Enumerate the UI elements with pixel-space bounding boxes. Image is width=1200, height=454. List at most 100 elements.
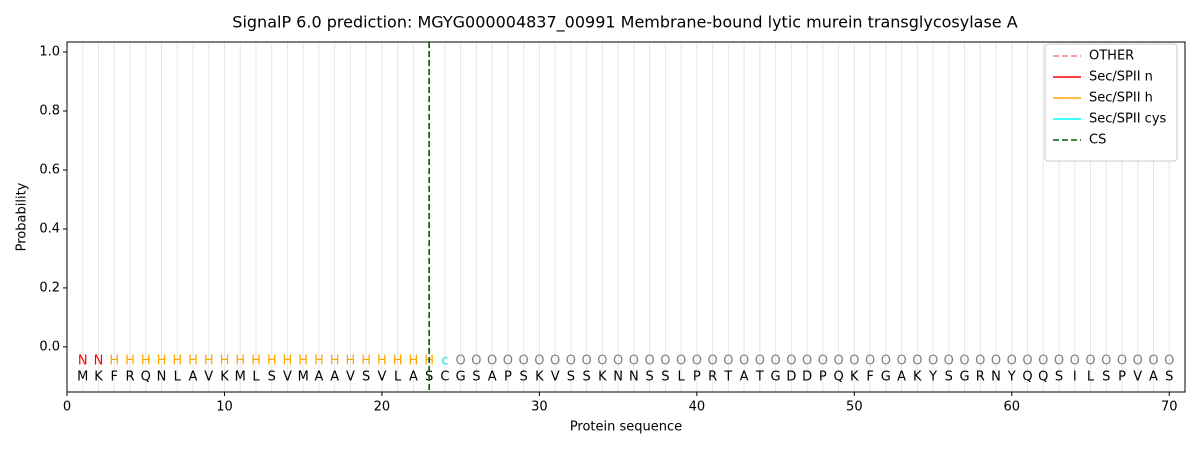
residue-label: H xyxy=(109,354,119,369)
residue-label: N xyxy=(94,354,104,369)
x-tick-label: 70 xyxy=(1161,400,1178,415)
residue: K xyxy=(94,370,103,385)
residue-label: O xyxy=(550,354,560,369)
legend-label: Sec/SPII cys xyxy=(1089,112,1167,127)
residue: F xyxy=(866,370,873,385)
residue-label: O xyxy=(692,354,702,369)
y-tick-label: 0.0 xyxy=(39,339,60,354)
residue-label: O xyxy=(503,354,513,369)
x-tick-label: 20 xyxy=(374,400,391,415)
residue-label: O xyxy=(959,354,969,369)
residue: S xyxy=(945,370,953,385)
residue-label: O xyxy=(755,354,765,369)
residue-label: O xyxy=(1070,354,1080,369)
residue-label: H xyxy=(172,354,182,369)
residue: S xyxy=(583,370,591,385)
y-tick-label: 0.4 xyxy=(39,221,60,236)
legend: OTHER Sec/SPII n Sec/SPII h Sec/SPII cys CS xyxy=(1044,43,1178,162)
residue: M xyxy=(235,370,246,385)
residue-label: O xyxy=(991,354,1001,369)
residue-label: N xyxy=(78,354,88,369)
residue-label: H xyxy=(157,354,167,369)
residue: N xyxy=(157,370,167,385)
residue: V xyxy=(346,370,355,385)
residue: F xyxy=(110,370,117,385)
residue: Q xyxy=(833,370,843,385)
residue: L xyxy=(252,370,260,385)
residue: N xyxy=(613,370,623,385)
residue: V xyxy=(1133,370,1142,385)
residue-label: O xyxy=(1101,354,1111,369)
legend-label: Sec/SPII n xyxy=(1089,70,1153,85)
residue: S xyxy=(661,370,669,385)
residue-label: H xyxy=(330,354,340,369)
residue: V xyxy=(377,370,386,385)
residue: A xyxy=(740,370,749,385)
residue: Y xyxy=(928,370,937,385)
residue: A xyxy=(488,370,497,385)
y-tick-label: 0.2 xyxy=(39,280,60,295)
x-tick-label: 10 xyxy=(216,400,233,415)
residue-label: O xyxy=(849,354,859,369)
residue-label: O xyxy=(1038,354,1048,369)
residue: K xyxy=(220,370,229,385)
residue-label: O xyxy=(786,354,796,369)
residue-label: O xyxy=(1148,354,1158,369)
residue: P xyxy=(819,370,827,385)
y-tick-label: 0.8 xyxy=(39,103,60,118)
residue: P xyxy=(1118,370,1126,385)
residue-label: H xyxy=(283,354,293,369)
residue: K xyxy=(913,370,922,385)
residue: S xyxy=(472,370,480,385)
residue: A xyxy=(1149,370,1158,385)
residue-label: O xyxy=(566,354,576,369)
residue: G xyxy=(881,370,891,385)
residue-label: H xyxy=(251,354,261,369)
residue-label: O xyxy=(1133,354,1143,369)
x-axis-label: Protein sequence xyxy=(570,420,682,435)
residue-label: O xyxy=(802,354,812,369)
residue-label: O xyxy=(534,354,544,369)
residue-label: O xyxy=(1085,354,1095,369)
residue: S xyxy=(362,370,370,385)
x-tick-label: 60 xyxy=(1004,400,1021,415)
residue-label: H xyxy=(188,354,198,369)
residue-label: O xyxy=(833,354,843,369)
residue-label: O xyxy=(1007,354,1017,369)
residue-label: O xyxy=(881,354,891,369)
residue-label: O xyxy=(975,354,985,369)
residue-label: O xyxy=(1164,354,1174,369)
residue: M xyxy=(298,370,309,385)
residue: M xyxy=(77,370,88,385)
residue: I xyxy=(1073,370,1077,385)
residue-label: O xyxy=(487,354,497,369)
residue: K xyxy=(850,370,859,385)
residue: R xyxy=(125,370,134,385)
residue-label: O xyxy=(739,354,749,369)
residue: G xyxy=(771,370,781,385)
residue: D xyxy=(802,370,812,385)
residue-label: O xyxy=(1022,354,1032,369)
residue-label: O xyxy=(944,354,954,369)
residue: K xyxy=(535,370,544,385)
residue: T xyxy=(723,370,732,385)
residue: A xyxy=(330,370,339,385)
residue: L xyxy=(1087,370,1095,385)
chart-title: SignalP 6.0 prediction: MGYG000004837_00… xyxy=(232,13,1017,33)
residue: V xyxy=(204,370,213,385)
residue-label: H xyxy=(267,354,277,369)
residue: A xyxy=(314,370,323,385)
y-tick-label: 1.0 xyxy=(39,45,60,60)
y-tick-label: 0.6 xyxy=(39,162,60,177)
residue: N xyxy=(629,370,639,385)
residue: S xyxy=(520,370,528,385)
legend-label: CS xyxy=(1089,133,1106,148)
residue-label: H xyxy=(346,354,356,369)
residue-label: O xyxy=(629,354,639,369)
residue-label: H xyxy=(125,354,135,369)
residue: G xyxy=(456,370,466,385)
residue-label: O xyxy=(723,354,733,369)
residue-label: O xyxy=(471,354,481,369)
residue-label: H xyxy=(377,354,387,369)
